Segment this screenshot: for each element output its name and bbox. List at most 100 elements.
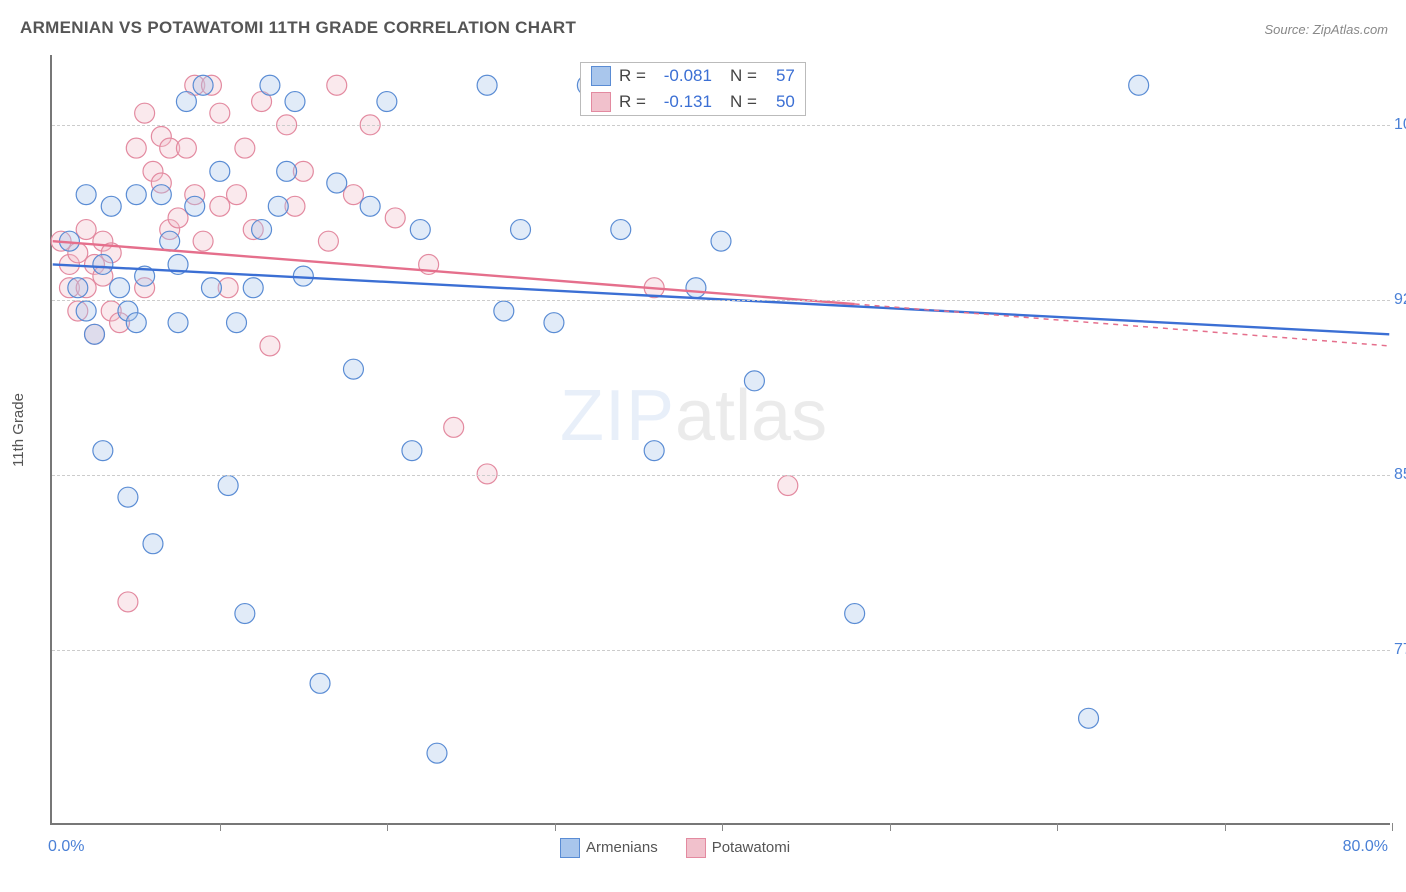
x-tick (890, 823, 892, 831)
series-legend: Armenians Potawatomi (560, 838, 790, 858)
legend-swatch (591, 66, 611, 86)
data-point (218, 476, 238, 496)
legend-r-label: R = (619, 66, 646, 86)
x-tick (387, 823, 389, 831)
legend-series-name: Armenians (586, 839, 658, 856)
legend-n-value: 50 (765, 92, 795, 112)
data-point (201, 278, 221, 298)
legend-swatch (560, 838, 580, 858)
data-point (285, 92, 305, 112)
data-point (327, 75, 347, 95)
y-tick-label: 85.0% (1394, 466, 1406, 484)
legend-row: R = -0.081 N = 57 (581, 63, 805, 89)
data-point (1129, 75, 1149, 95)
y-gridline (52, 475, 1390, 476)
data-point (494, 301, 514, 321)
data-point (76, 220, 96, 240)
data-point (143, 534, 163, 554)
data-point (260, 336, 280, 356)
x-tick (722, 823, 724, 831)
data-point (68, 278, 88, 298)
data-point (168, 313, 188, 333)
x-tick (1392, 823, 1394, 831)
y-gridline (52, 300, 1390, 301)
y-tick-label: 77.5% (1394, 641, 1406, 659)
data-point (151, 185, 171, 205)
data-point (477, 464, 497, 484)
data-point (176, 138, 196, 158)
data-point (93, 441, 113, 461)
data-point (444, 417, 464, 437)
data-point (210, 161, 230, 181)
chart-container: ARMENIAN VS POTAWATOMI 11TH GRADE CORREL… (0, 0, 1406, 892)
x-axis-min-label: 0.0% (48, 838, 84, 856)
data-point (118, 487, 138, 507)
data-point (193, 75, 213, 95)
data-point (252, 220, 272, 240)
data-point (85, 324, 105, 344)
legend-swatch (686, 838, 706, 858)
x-tick (555, 823, 557, 831)
data-point (235, 138, 255, 158)
data-point (611, 220, 631, 240)
data-point (310, 673, 330, 693)
y-gridline (52, 125, 1390, 126)
data-point (277, 161, 297, 181)
data-point (101, 196, 121, 216)
legend-swatch (591, 92, 611, 112)
data-point (76, 185, 96, 205)
data-point (210, 103, 230, 123)
legend-r-value: -0.131 (654, 92, 712, 112)
data-point (644, 441, 664, 461)
data-point (76, 301, 96, 321)
data-point (235, 604, 255, 624)
y-tick-label: 100.0% (1394, 116, 1406, 134)
legend-row: R = -0.131 N = 50 (581, 89, 805, 115)
source-caption: Source: ZipAtlas.com (1264, 22, 1388, 37)
data-point (268, 196, 288, 216)
scatter-svg (52, 55, 1390, 823)
data-point (193, 231, 213, 251)
data-point (686, 278, 706, 298)
data-point (711, 231, 731, 251)
data-point (318, 231, 338, 251)
legend-series-name: Potawatomi (712, 839, 790, 856)
correlation-legend: R = -0.081 N = 57 R = -0.131 N = 50 (580, 62, 806, 116)
data-point (402, 441, 422, 461)
data-point (1079, 708, 1099, 728)
chart-title: ARMENIAN VS POTAWATOMI 11TH GRADE CORREL… (20, 18, 576, 38)
data-point (343, 185, 363, 205)
y-axis-label: 11th Grade (10, 393, 27, 467)
data-point (118, 592, 138, 612)
data-point (243, 278, 263, 298)
x-axis-max-label: 80.0% (1343, 838, 1388, 856)
data-point (126, 313, 146, 333)
data-point (427, 743, 447, 763)
legend-item: Armenians (560, 838, 658, 858)
legend-n-label: N = (730, 92, 757, 112)
data-point (845, 604, 865, 624)
x-tick (1225, 823, 1227, 831)
legend-n-value: 57 (765, 66, 795, 86)
data-point (126, 138, 146, 158)
data-point (511, 220, 531, 240)
data-point (260, 75, 280, 95)
data-point (227, 185, 247, 205)
data-point (778, 476, 798, 496)
data-point (544, 313, 564, 333)
data-point (477, 75, 497, 95)
x-tick (1057, 823, 1059, 831)
data-point (210, 196, 230, 216)
y-tick-label: 92.5% (1394, 291, 1406, 309)
data-point (126, 185, 146, 205)
data-point (327, 173, 347, 193)
y-gridline (52, 650, 1390, 651)
data-point (93, 254, 113, 274)
trend-line-dashed (855, 304, 1390, 346)
data-point (343, 359, 363, 379)
legend-r-value: -0.081 (654, 66, 712, 86)
data-point (160, 231, 180, 251)
data-point (410, 220, 430, 240)
data-point (168, 208, 188, 228)
data-point (185, 196, 205, 216)
